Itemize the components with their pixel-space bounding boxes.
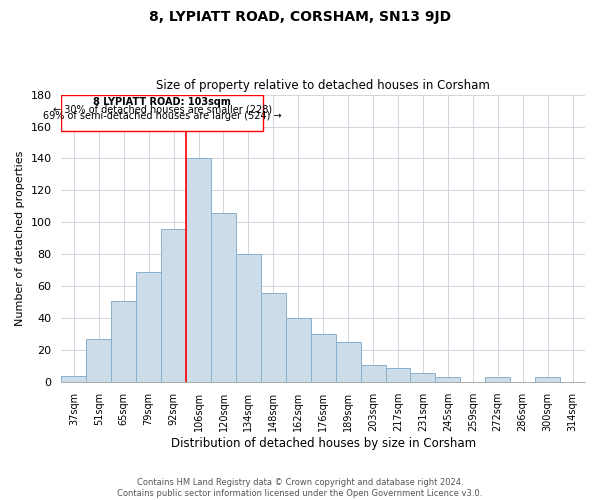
Text: 8, LYPIATT ROAD, CORSHAM, SN13 9JD: 8, LYPIATT ROAD, CORSHAM, SN13 9JD bbox=[149, 10, 451, 24]
Bar bbox=[286, 318, 311, 382]
Title: Size of property relative to detached houses in Corsham: Size of property relative to detached ho… bbox=[156, 79, 490, 92]
Bar bbox=[311, 334, 335, 382]
Bar bbox=[161, 229, 186, 382]
Bar bbox=[335, 342, 361, 382]
X-axis label: Distribution of detached houses by size in Corsham: Distribution of detached houses by size … bbox=[170, 437, 476, 450]
Bar bbox=[361, 364, 386, 382]
Bar bbox=[535, 378, 560, 382]
Bar bbox=[186, 158, 211, 382]
Bar bbox=[410, 372, 436, 382]
Bar bbox=[136, 272, 161, 382]
Bar bbox=[261, 292, 286, 382]
Bar bbox=[386, 368, 410, 382]
FancyBboxPatch shape bbox=[61, 94, 263, 132]
Text: Contains HM Land Registry data © Crown copyright and database right 2024.
Contai: Contains HM Land Registry data © Crown c… bbox=[118, 478, 482, 498]
Text: ← 30% of detached houses are smaller (228): ← 30% of detached houses are smaller (22… bbox=[53, 104, 272, 114]
Bar bbox=[211, 213, 236, 382]
Bar bbox=[236, 254, 261, 382]
Bar bbox=[61, 376, 86, 382]
Bar bbox=[111, 300, 136, 382]
Bar bbox=[485, 378, 510, 382]
Text: 8 LYPIATT ROAD: 103sqm: 8 LYPIATT ROAD: 103sqm bbox=[94, 97, 232, 107]
Y-axis label: Number of detached properties: Number of detached properties bbox=[15, 150, 25, 326]
Bar bbox=[86, 339, 111, 382]
Text: 69% of semi-detached houses are larger (524) →: 69% of semi-detached houses are larger (… bbox=[43, 112, 281, 122]
Bar bbox=[436, 378, 460, 382]
